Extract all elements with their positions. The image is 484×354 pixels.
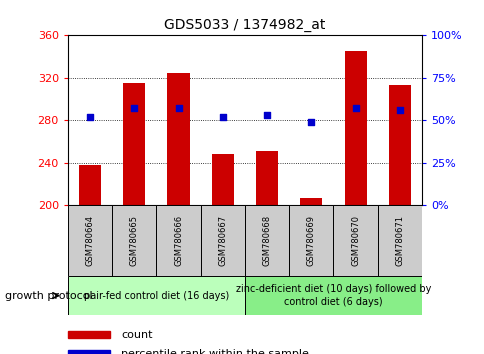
Text: GSM780671: GSM780671 [394, 215, 404, 266]
Bar [300, 198, 322, 205]
Point [130, 105, 138, 111]
Text: GSM780669: GSM780669 [306, 215, 315, 266]
Bar [256, 151, 277, 205]
FancyBboxPatch shape [244, 276, 421, 315]
Point [263, 113, 271, 118]
Text: GSM780668: GSM780668 [262, 215, 271, 266]
Text: zinc-deficient diet (10 days) followed by
control diet (6 days): zinc-deficient diet (10 days) followed b… [235, 284, 430, 307]
FancyBboxPatch shape [112, 205, 156, 276]
FancyBboxPatch shape [68, 205, 112, 276]
Text: percentile rank within the sample: percentile rank within the sample [121, 349, 308, 354]
Title: GDS5033 / 1374982_at: GDS5033 / 1374982_at [164, 18, 325, 32]
Bar [123, 83, 145, 205]
Bar [212, 154, 233, 205]
FancyBboxPatch shape [200, 205, 244, 276]
FancyBboxPatch shape [377, 205, 421, 276]
Bar [388, 85, 410, 205]
Point [307, 119, 315, 125]
Bar [68, 350, 110, 354]
Bar [79, 165, 101, 205]
FancyBboxPatch shape [333, 205, 377, 276]
Text: count: count [121, 330, 152, 340]
Text: pair-fed control diet (16 days): pair-fed control diet (16 days) [84, 291, 228, 301]
Point [395, 107, 403, 113]
Bar [167, 73, 189, 205]
Point [174, 105, 182, 111]
Text: GSM780666: GSM780666 [174, 215, 182, 266]
Text: GSM780665: GSM780665 [130, 215, 138, 266]
Text: GSM780667: GSM780667 [218, 215, 227, 266]
FancyBboxPatch shape [244, 205, 288, 276]
Text: GSM780664: GSM780664 [85, 215, 94, 266]
Point [218, 114, 226, 120]
Bar [344, 51, 366, 205]
FancyBboxPatch shape [156, 205, 200, 276]
Point [86, 114, 94, 120]
Text: growth protocol: growth protocol [5, 291, 92, 301]
Text: GSM780670: GSM780670 [350, 215, 359, 266]
FancyBboxPatch shape [288, 205, 333, 276]
Point [351, 105, 359, 111]
Bar [68, 331, 110, 338]
FancyBboxPatch shape [68, 276, 244, 315]
